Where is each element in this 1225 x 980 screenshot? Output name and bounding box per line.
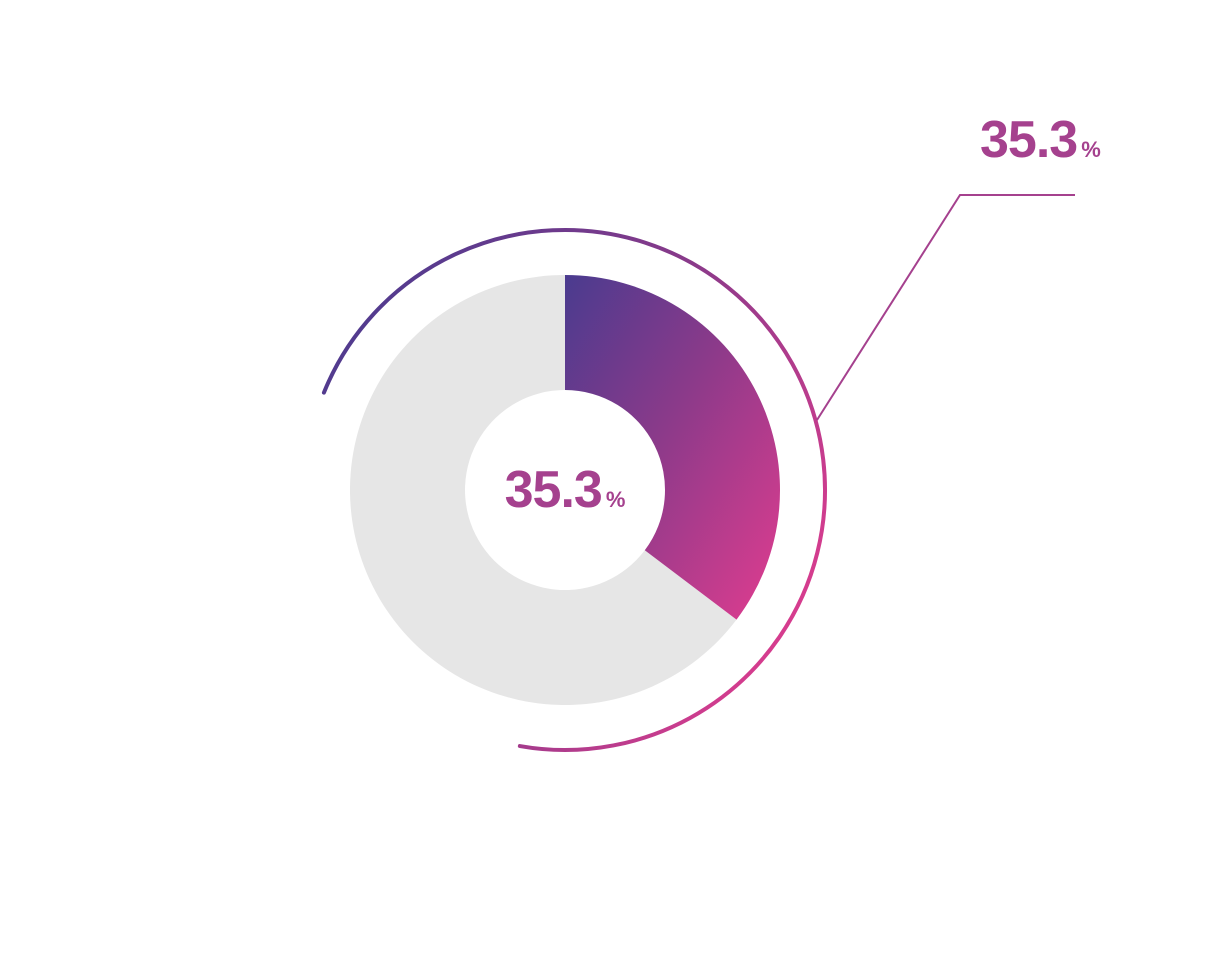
percentage-donut-chart: 35.3 % 35.3 % xyxy=(0,0,1225,980)
center-percentage-label: 35.3 % xyxy=(505,460,626,520)
callout-number: 35.3 xyxy=(980,110,1077,170)
center-number: 35.3 xyxy=(505,460,602,520)
donut-filled-slice xyxy=(565,275,780,620)
callout-percent-sign: % xyxy=(1081,137,1101,163)
callout-leader-line xyxy=(817,195,1075,420)
center-percent-sign: % xyxy=(606,487,626,513)
callout-percentage-label: 35.3 % xyxy=(980,110,1101,170)
